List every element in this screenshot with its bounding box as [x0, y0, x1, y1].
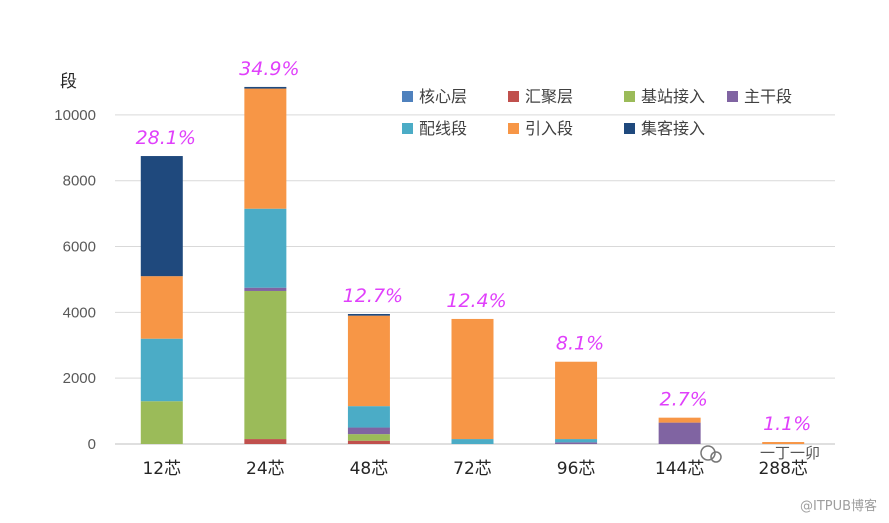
x-category-label: 24芯 — [246, 459, 285, 479]
percent-label: 12.4% — [446, 290, 506, 312]
bar-segment — [347, 315, 390, 407]
legend-label: 集客接入 — [641, 119, 705, 138]
x-axis-category-labels: 12芯 24芯 48芯 72芯 96芯 144芯 288芯 — [142, 459, 807, 479]
bar-segment — [244, 208, 287, 288]
legend-label: 基站接入 — [641, 87, 705, 106]
y-tick-label: 10000 — [54, 107, 96, 124]
bar-segment — [244, 86, 287, 89]
legend-label: 引入段 — [525, 119, 573, 138]
bar-segment — [140, 401, 183, 444]
bar-segment — [451, 318, 494, 440]
bar-segment — [347, 440, 390, 444]
x-category-label: 288芯 — [758, 459, 807, 479]
bar-segment — [244, 287, 287, 291]
bar-segment — [451, 439, 494, 444]
legend-swatch — [402, 91, 413, 102]
y-tick-label: 2000 — [63, 370, 96, 387]
bar-segment — [140, 276, 183, 339]
legend-label: 主干段 — [744, 87, 792, 106]
bar-segment — [658, 417, 701, 423]
bars — [140, 86, 805, 444]
x-category-label: 96芯 — [557, 459, 596, 479]
bar-segment — [140, 338, 183, 402]
y-axis-ticks: 0 2000 4000 6000 8000 10000 — [54, 107, 96, 453]
y-tick-label: 0 — [88, 436, 96, 453]
legend-label: 配线段 — [419, 119, 467, 138]
percent-label: 28.1% — [136, 127, 196, 149]
legend-label: 核心层 — [419, 87, 467, 106]
y-axis-label: 段 — [60, 72, 77, 92]
bar-segment — [762, 442, 805, 444]
bar-segment — [555, 442, 598, 444]
bar-segment — [658, 422, 701, 444]
legend-label: 汇聚层 — [525, 87, 573, 106]
legend-swatch — [508, 123, 519, 134]
gridlines — [115, 114, 835, 445]
watermark: 一丁一卯 @ITPUB博客 — [700, 444, 877, 514]
x-category-label: 48芯 — [350, 459, 389, 479]
x-category-label: 144芯 — [655, 459, 704, 479]
bar-segment — [140, 156, 183, 277]
percent-label: 8.1% — [556, 333, 604, 355]
percent-labels: 28.1% 34.9% 12.7% 12.4% 8.1% 2.7% 1.1% — [136, 58, 812, 435]
watermark-site: @ITPUB博客 — [800, 498, 877, 514]
legend-swatch — [624, 91, 635, 102]
bar-segment — [244, 88, 287, 209]
percent-label: 12.7% — [343, 285, 403, 307]
bar-segment — [347, 427, 390, 435]
percent-label: 2.7% — [660, 389, 708, 411]
legend-swatch — [624, 123, 635, 134]
legend-swatch — [508, 91, 519, 102]
percent-label: 34.9% — [239, 58, 299, 80]
bar-segment — [244, 290, 287, 440]
bar-segment — [244, 439, 287, 444]
bar-segment — [347, 406, 390, 428]
wechat-icon — [700, 445, 716, 461]
bar-segment — [555, 361, 598, 440]
watermark-account: 一丁一卯 — [760, 444, 820, 462]
bar-segment — [347, 314, 390, 316]
y-tick-label: 4000 — [63, 304, 96, 321]
x-category-label: 72芯 — [453, 459, 492, 479]
wechat-icon-dot — [710, 451, 722, 463]
bar-segment — [347, 434, 390, 441]
y-tick-label: 8000 — [63, 173, 96, 190]
x-category-label: 12芯 — [142, 459, 181, 479]
percent-label: 1.1% — [763, 413, 811, 435]
bar-segment — [555, 439, 598, 443]
legend-swatch — [727, 91, 738, 102]
legend-swatch — [402, 123, 413, 134]
y-tick-label: 6000 — [63, 239, 96, 256]
